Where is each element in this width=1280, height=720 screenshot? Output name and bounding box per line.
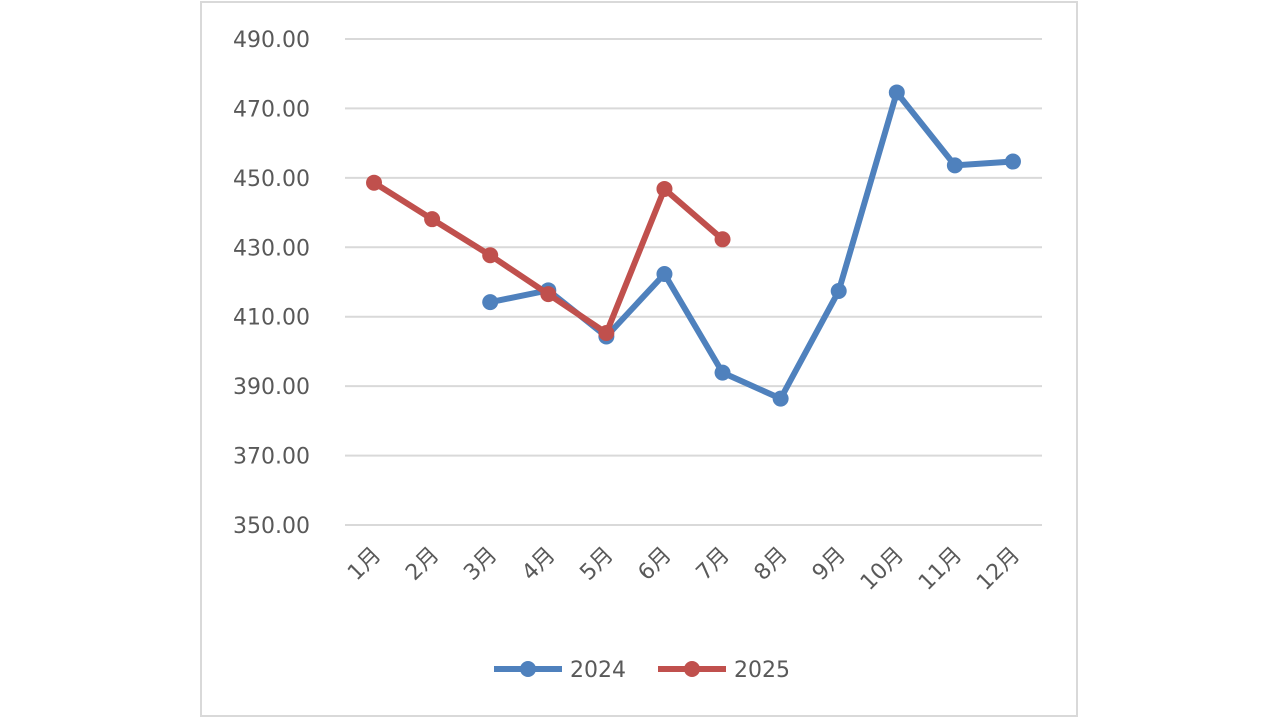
data-point: [714, 364, 731, 381]
data-point: [424, 211, 441, 228]
series-2025: [366, 174, 731, 342]
x-tick-label: 10月: [856, 543, 909, 596]
data-point: [946, 157, 963, 174]
legend-marker: [684, 661, 700, 677]
x-tick-label: 1月: [343, 543, 386, 586]
data-point: [482, 247, 499, 264]
x-axis-tick-labels: 1月 2月 3月 4月 5月 6月 7月 8月 9月 10月 11月 12月: [343, 543, 1025, 596]
x-tick-label: 9月: [808, 543, 851, 586]
data-point: [656, 180, 673, 197]
legend-item: 2024: [494, 658, 626, 683]
gridlines: [345, 38, 1042, 526]
x-tick-label: 7月: [692, 543, 735, 586]
y-tick-label: 350.00: [233, 514, 310, 539]
legend-marker: [520, 661, 536, 677]
y-axis-tick-labels: 350.00 370.00 390.00 410.00 430.00 450.00 470.…: [233, 28, 310, 539]
legend-label: 2024: [570, 658, 626, 683]
data-point: [830, 283, 847, 300]
legend-label: 2025: [734, 658, 790, 683]
series-line: [487, 89, 1016, 402]
y-tick-label: 410.00: [233, 306, 310, 331]
x-tick-label: 6月: [634, 543, 677, 586]
x-tick-label: 5月: [575, 543, 618, 586]
data-point: [482, 294, 499, 311]
x-tick-label: 3月: [459, 543, 502, 586]
data-point: [772, 390, 789, 407]
data-point: [540, 286, 557, 303]
x-tick-label: 2月: [401, 543, 444, 586]
data-point: [598, 325, 615, 342]
x-tick-label: 8月: [750, 543, 793, 586]
y-tick-label: 470.00: [233, 97, 310, 122]
x-tick-label: 12月: [972, 543, 1025, 596]
y-tick-label: 390.00: [233, 375, 310, 400]
series-2024: [482, 84, 1021, 407]
y-tick-label: 370.00: [233, 445, 310, 470]
x-tick-label: 4月: [517, 543, 560, 586]
legend-item: 2025: [658, 658, 790, 683]
data-point: [888, 84, 905, 101]
y-tick-label: 490.00: [233, 28, 310, 53]
data-point: [366, 174, 383, 191]
data-point: [714, 231, 731, 248]
data-point: [656, 266, 673, 283]
y-tick-label: 450.00: [233, 167, 310, 192]
data-point: [1004, 153, 1021, 170]
chart-frame: [200, 1, 1078, 717]
legend: 2024 2025: [494, 658, 790, 683]
series-line: [371, 179, 726, 337]
x-tick-label: 11月: [914, 543, 967, 596]
y-tick-label: 430.00: [233, 236, 310, 261]
series-lines: [366, 84, 1021, 407]
